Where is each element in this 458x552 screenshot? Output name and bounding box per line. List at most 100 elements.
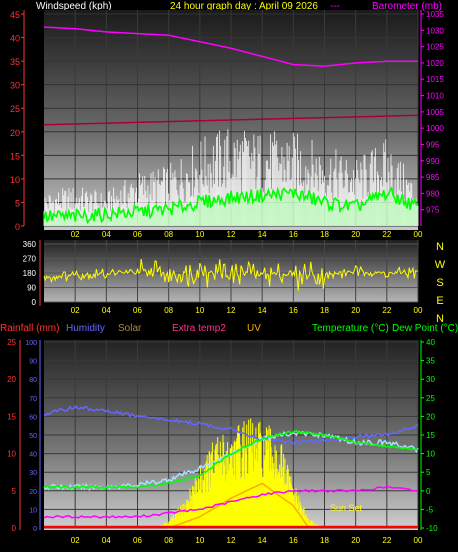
compass-label: W — [435, 259, 446, 271]
x-tick-label: 02 — [71, 306, 80, 315]
x-tick-label: 20 — [351, 306, 360, 315]
x-tick-label: 22 — [382, 306, 391, 315]
temperature-line — [43, 429, 419, 490]
direction-tick-label: 0 — [32, 298, 37, 307]
wind-tick-label: 0 — [15, 222, 20, 232]
direction-tick-label: 180 — [23, 269, 37, 278]
x-tick-label: 20 — [351, 536, 360, 545]
temp-tick-label: 40 — [426, 338, 435, 347]
x-tick-label: 06 — [133, 306, 142, 315]
dewpoint-label: Dew Point (°C) — [392, 323, 458, 334]
temp-tick-label: 25 — [426, 394, 435, 403]
x-tick-label: 10 — [195, 536, 204, 545]
uv-label: UV — [247, 323, 261, 334]
humidity-tick-label: 50 — [29, 433, 37, 440]
x-tick-label: 16 — [289, 536, 298, 545]
baro-tick-label: 995 — [426, 140, 440, 149]
direction-x-ticks: 02 04 06 08 10 12 14 16 18 20 22 00 — [71, 306, 423, 315]
sunset-annotation: Sun Set — [330, 503, 363, 513]
x-tick-label: 14 — [258, 230, 267, 239]
temp-x-ticks: 02 04 06 08 10 12 14 16 18 20 22 00 — [71, 536, 423, 545]
baro-tick-label: 1025 — [426, 43, 444, 52]
rain-tick-label: 10 — [7, 450, 16, 459]
wind-tick-label: 30 — [10, 81, 20, 91]
temp-tick-label: -10 — [426, 524, 438, 533]
baro-tick-label: 1000 — [426, 124, 444, 133]
temp-tick-label: 30 — [426, 375, 435, 384]
humidity-line — [43, 404, 419, 445]
x-tick-label: 22 — [382, 230, 391, 239]
direction-tick-label: 360 — [23, 240, 37, 249]
x-tick-label: 12 — [227, 536, 236, 545]
temp-tick-label: 35 — [426, 357, 435, 366]
x-tick-label: 04 — [102, 306, 111, 315]
dashes-text: --- — [330, 1, 340, 12]
x-tick-label: 08 — [164, 536, 173, 545]
x-tick-label: 02 — [71, 230, 80, 239]
wind-axis-ticks: 0 5 10 15 20 25 30 35 40 45 — [10, 10, 24, 232]
wind-tick-label: 35 — [10, 57, 20, 67]
rain-axis-ticks: 0 5 10 15 20 25 — [7, 338, 16, 533]
x-tick-label: 08 — [164, 230, 173, 239]
x-tick-label: 02 — [71, 536, 80, 545]
x-tick-label: 08 — [164, 306, 173, 315]
baro-tick-label: 1005 — [426, 108, 444, 117]
x-tick-label: 16 — [289, 230, 298, 239]
compass-label: S — [436, 277, 443, 289]
humidity-tick-label: 40 — [29, 452, 37, 459]
x-tick-label: 06 — [133, 536, 142, 545]
temp-series — [43, 404, 419, 529]
baro-tick-label: 980 — [426, 189, 440, 198]
temp-tick-label: 15 — [426, 431, 435, 440]
wind-x-ticks: 02 04 06 08 10 12 14 16 18 20 22 00 — [71, 230, 423, 239]
direction-tick-label: 270 — [23, 255, 37, 264]
x-tick-label: 12 — [227, 306, 236, 315]
compass-label: N — [436, 241, 444, 253]
rain-tick-label: 0 — [12, 524, 17, 533]
humidity-tick-label: 20 — [29, 489, 37, 496]
temp-panel-grid — [44, 340, 419, 529]
wind-tick-label: 5 — [15, 198, 20, 208]
humidity-tick-label: 0 — [33, 526, 37, 533]
rain-tick-label: 20 — [7, 375, 16, 384]
humidity-tick-label: 70 — [29, 396, 37, 403]
baro-tick-label: 985 — [426, 173, 440, 182]
x-tick-label: 00 — [414, 306, 423, 315]
wind-average-line — [43, 186, 419, 225]
windspeed-label: Windspeed (kph) — [36, 1, 112, 12]
extra-temp-label: Extra temp2 — [172, 323, 226, 334]
uv-line — [168, 482, 310, 529]
x-tick-label: 06 — [133, 230, 142, 239]
reference-line — [43, 114, 419, 126]
baro-tick-label: 1020 — [426, 59, 444, 68]
graph-title: 24 hour graph day : April 09 2026 — [170, 1, 318, 12]
rain-tick-label: 25 — [7, 338, 16, 347]
wind-tick-label: 25 — [10, 104, 20, 114]
humidity-tick-label: 80 — [29, 377, 37, 384]
extra-temp-line — [43, 485, 419, 519]
temp-tick-label: 10 — [426, 450, 435, 459]
wind-tick-label: 15 — [10, 151, 20, 161]
barometer-line — [43, 26, 418, 67]
rain-tick-label: 5 — [12, 487, 17, 496]
baro-tick-label: 1030 — [426, 26, 444, 35]
baro-axis-ticks: 975 980 985 990 995 1000 1005 1010 1015 1020 1025 1… — [421, 10, 444, 215]
direction-series — [43, 259, 419, 291]
x-tick-label: 14 — [258, 306, 267, 315]
wind-direction-line — [43, 259, 419, 291]
humidity-tick-label: 30 — [29, 470, 37, 477]
temp-tick-label: 0 — [426, 487, 431, 496]
wind-tick-label: 45 — [10, 10, 20, 20]
x-tick-label: 10 — [195, 306, 204, 315]
compass-label: N — [436, 313, 444, 325]
temperature-label: Temperature (°C) — [312, 323, 389, 334]
baro-tick-label: 1035 — [426, 10, 444, 19]
humidity-tick-label: 100 — [25, 340, 37, 347]
x-tick-label: 18 — [320, 536, 329, 545]
x-tick-label: 00 — [414, 230, 423, 239]
solar-label: Solar — [118, 323, 142, 334]
humidity-tick-label: 10 — [29, 507, 37, 514]
wind-tick-label: 40 — [10, 34, 20, 44]
